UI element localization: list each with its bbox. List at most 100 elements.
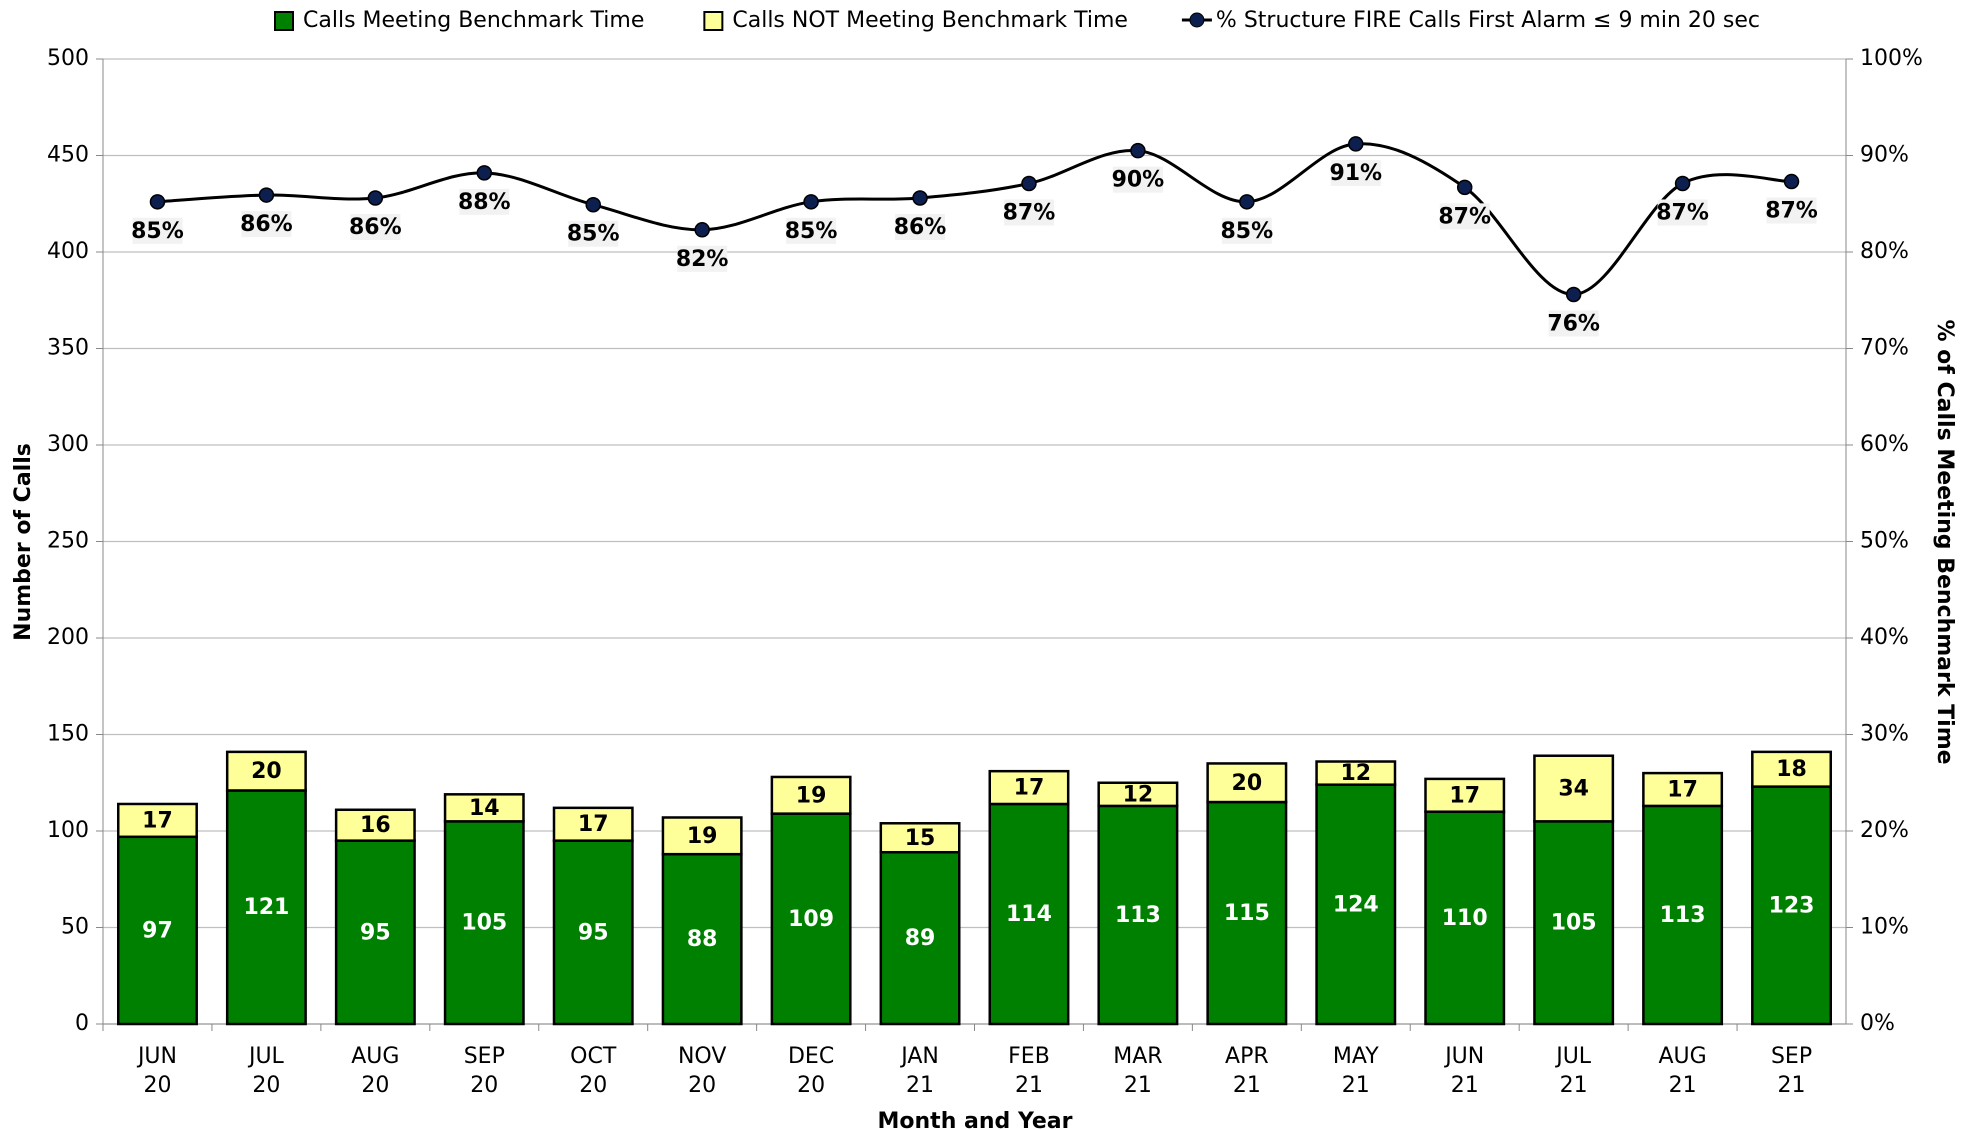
data-label: 14 xyxy=(469,796,500,821)
data-label: 88% xyxy=(458,190,511,215)
y2-axis-title: % of Calls Meeting Benchmark Time xyxy=(1932,319,1957,764)
data-label: 87% xyxy=(1003,200,1056,225)
x-tick-label: JAN 21 xyxy=(901,1044,939,1098)
y2-tick-label: 60% xyxy=(1860,432,1909,457)
data-label: 109 xyxy=(788,907,834,932)
x-tick-label: JUL 21 xyxy=(1556,1044,1592,1098)
data-label: 121 xyxy=(243,895,289,920)
data-label: 87% xyxy=(1438,204,1491,229)
legend-label: Calls NOT Meeting Benchmark Time xyxy=(732,8,1128,33)
data-label: 12 xyxy=(1123,782,1154,807)
y-tick-label: 150 xyxy=(47,722,89,747)
bar xyxy=(1097,781,1179,808)
x-tick-label: JUN 20 xyxy=(137,1044,177,1098)
y-tick-label: 350 xyxy=(47,336,89,361)
data-label: 85% xyxy=(131,219,184,244)
x-tick-label: SEP 20 xyxy=(463,1044,505,1098)
x-tick-label: JUL 20 xyxy=(248,1044,284,1098)
marker xyxy=(1674,175,1691,192)
legend-label: Calls Meeting Benchmark Time xyxy=(303,8,644,33)
data-label: 15 xyxy=(905,826,936,851)
data-label-bg xyxy=(1548,310,1599,337)
marker xyxy=(258,187,275,203)
bar xyxy=(1642,771,1724,808)
data-label: 86% xyxy=(349,215,402,240)
bar xyxy=(1751,750,1832,788)
data-label: 90% xyxy=(1112,168,1165,193)
data-label-bg xyxy=(132,217,183,244)
data-label-bg xyxy=(786,217,837,244)
x-tick-label: FEB 21 xyxy=(1008,1044,1050,1098)
data-label: 110 xyxy=(1442,906,1488,931)
data-label: 17 xyxy=(1667,778,1698,803)
data-label: 113 xyxy=(1115,903,1161,928)
bar xyxy=(1533,754,1615,823)
bar xyxy=(1315,760,1397,786)
data-label-bg xyxy=(1330,159,1381,186)
data-label: 87% xyxy=(1656,200,1709,225)
x-tick-label: MAR 21 xyxy=(1113,1044,1163,1098)
x-tick-label: SEP 21 xyxy=(1770,1044,1813,1098)
marker xyxy=(149,194,166,210)
marker xyxy=(476,165,493,181)
y-tick-label: 400 xyxy=(47,239,89,264)
y-tick-label: 300 xyxy=(47,432,89,457)
data-label-bg xyxy=(1657,199,1708,226)
bar xyxy=(117,835,198,1026)
data-label: 18 xyxy=(1776,757,1807,782)
legend-marker xyxy=(1189,12,1205,28)
bar xyxy=(879,850,961,1026)
bar xyxy=(1206,800,1288,1026)
bar xyxy=(443,820,525,1026)
y2-tick-label: 20% xyxy=(1860,818,1909,843)
y2-tick-label: 30% xyxy=(1860,722,1909,747)
y-tick-label: 500 xyxy=(47,46,89,71)
marker xyxy=(1348,136,1364,152)
x-tick-label: MAY 21 xyxy=(1332,1044,1379,1098)
data-label-bg xyxy=(568,220,619,247)
bar xyxy=(225,750,307,792)
y2-tick-label: 70% xyxy=(1860,336,1909,361)
data-label: 124 xyxy=(1333,892,1379,917)
legend-label: % Structure FIRE Calls First Alarm ≤ 9 m… xyxy=(1216,8,1760,33)
bar xyxy=(1642,804,1724,1026)
y2-tick-label: 10% xyxy=(1860,915,1909,940)
data-label: 82% xyxy=(676,247,729,272)
data-label: 85% xyxy=(785,219,838,244)
data-label-bg xyxy=(677,245,728,272)
data-label: 89 xyxy=(905,926,936,951)
data-label: 12 xyxy=(1340,761,1371,786)
x-axis-title: Month and Year xyxy=(878,1109,1073,1130)
y-tick-label: 0 xyxy=(75,1011,89,1036)
bar xyxy=(334,839,416,1026)
x-tick-label: APR 21 xyxy=(1225,1044,1269,1098)
marker xyxy=(1783,173,1800,190)
x-tick-label: NOV 20 xyxy=(677,1044,727,1098)
bar xyxy=(988,802,1070,1026)
data-label-bg xyxy=(1112,166,1163,193)
marker xyxy=(1130,142,1146,159)
data-label: 86% xyxy=(240,212,293,237)
data-label: 17 xyxy=(142,808,173,833)
data-label: 20 xyxy=(1232,771,1263,796)
bar xyxy=(443,793,525,823)
x-tick-label: AUG 20 xyxy=(351,1044,400,1098)
data-label: 76% xyxy=(1547,311,1600,336)
data-label: 85% xyxy=(567,222,620,247)
x-tick-label: JUN 21 xyxy=(1445,1044,1485,1098)
bar xyxy=(661,852,743,1026)
data-label: 86% xyxy=(894,215,947,240)
data-label: 114 xyxy=(1006,902,1052,927)
y-tick-label: 50 xyxy=(61,915,89,940)
x-tick-label: AUG 21 xyxy=(1658,1044,1707,1098)
marker xyxy=(912,190,928,206)
y-tick-label: 100 xyxy=(47,818,89,843)
y-tick-label: 450 xyxy=(47,143,89,168)
marker xyxy=(585,196,601,213)
data-label-bg xyxy=(1766,197,1817,224)
data-label: 95 xyxy=(578,920,609,945)
marker xyxy=(1456,179,1473,196)
bar xyxy=(1533,820,1615,1026)
bar xyxy=(661,816,743,856)
